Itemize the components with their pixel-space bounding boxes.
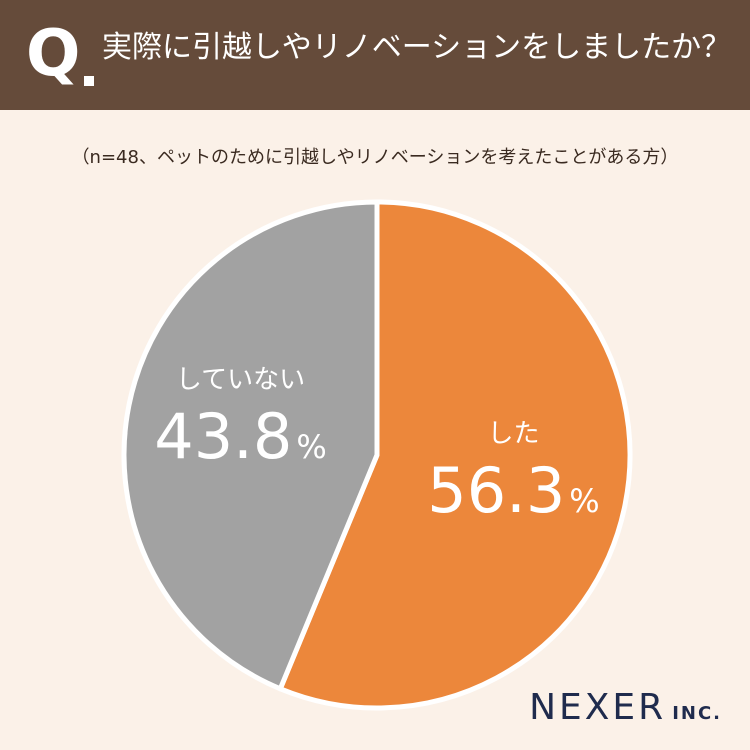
slice-label-group: していない 43.8% bbox=[154, 365, 326, 473]
slice-category-label: した bbox=[487, 419, 539, 449]
slice-value-label: 43.8% bbox=[154, 400, 326, 473]
slice-label-group: した 56.3% bbox=[427, 419, 599, 527]
question-text: 実際に引越しやリノベーションをしましたか？ bbox=[102, 30, 732, 65]
logo-main-text: NEXER bbox=[529, 687, 667, 728]
question-header: Q 実際に引越しやリノベーションをしましたか？ bbox=[0, 0, 750, 110]
logo-sub-text: INC. bbox=[672, 703, 722, 724]
pie-slice-did-not bbox=[121, 199, 380, 692]
sample-note: （n=48、ペットのために引越しやリノベーションを考えたことがある方） bbox=[71, 147, 679, 168]
company-logo: NEXER INC. bbox=[529, 687, 722, 728]
pie-slice-did bbox=[277, 199, 633, 711]
q-dot bbox=[84, 76, 94, 86]
slice-category-label: していない bbox=[176, 365, 305, 395]
slice-value-label: 56.3% bbox=[427, 454, 599, 527]
q-mark: Q bbox=[26, 17, 81, 91]
